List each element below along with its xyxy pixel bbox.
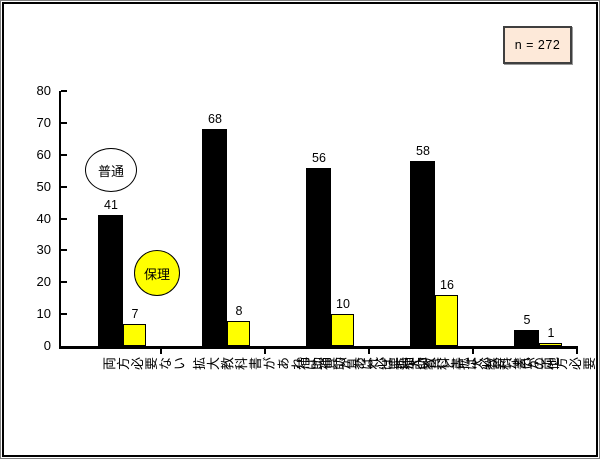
y-tick-label: 0 [43,338,51,353]
y-tick-label: 40 [36,210,51,226]
y-tick-label: 30 [36,242,51,258]
x-category-label-text: 補助具と拡大 教科書が両方 必要 [400,357,597,371]
y-tick-mark [61,90,67,92]
bar-value-label-normal: 41 [104,198,118,213]
series-label-circle-normal: 普通 [85,148,137,192]
x-tick-mark [576,349,578,354]
bar-series-normal [410,161,435,346]
y-tick-mark [61,153,67,156]
x-tick-mark [472,349,474,354]
x-category-label-text: その他 [518,357,561,371]
bar-value-label-normal: 68 [208,112,222,127]
y-tick-label: 80 [36,83,51,98]
bar-value-label-hori: 10 [336,297,350,312]
bar-series-normal [514,330,539,346]
bar-series-normal [202,129,227,346]
y-tick-label: 60 [36,146,51,162]
series-label-hori: 保理 [143,266,170,282]
bar-series-hori [227,320,250,346]
x-category-label-text: 両方必要ない [102,357,187,371]
bar-series-normal [306,167,331,346]
x-tick-mark [368,349,370,354]
bar-value-label-normal: 58 [416,144,430,159]
y-tick-mark [61,121,67,124]
x-tick-mark [160,349,162,354]
x-tick-mark [264,349,266,354]
sample-size-text: n = 272 [514,38,561,52]
bar-value-label-hori: 8 [235,303,243,318]
bar-value-label-normal: 56 [312,150,326,165]
x-axis-line [59,346,578,349]
y-tick-label: 70 [36,114,51,130]
bar-series-hori [435,295,458,346]
y-tick-mark [61,281,67,284]
series-label-circle-hori: 保理 [134,250,180,296]
bar-value-label-normal: 5 [523,313,531,328]
y-tick-mark [61,185,67,188]
sample-size-box: n = 272 [503,26,572,64]
y-tick-mark [61,249,67,252]
series-label-normal: 普通 [97,163,124,179]
y-axis-line [59,91,61,349]
bar-value-label-hori: 7 [131,306,139,321]
y-tick-label: 20 [36,274,51,290]
bar-series-hori [539,342,562,346]
y-tick-label: 50 [36,178,51,194]
y-tick-label: 10 [36,306,51,322]
bar-series-normal [98,215,123,346]
y-tick-mark [61,313,67,316]
bar-value-label-hori: 1 [547,325,555,340]
bar-value-label-hori: 16 [440,278,454,292]
bar-series-hori [331,314,354,346]
y-tick-mark [61,217,67,220]
bar-series-hori [123,323,146,346]
